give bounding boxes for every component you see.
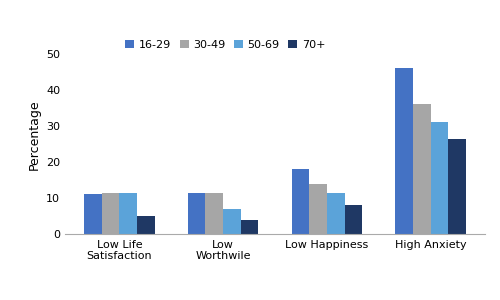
Legend: 16-29, 30-49, 50-69, 70+: 16-29, 30-49, 50-69, 70+ [125, 40, 326, 50]
Bar [396, 68, 413, 234]
Bar [292, 169, 309, 234]
Y-axis label: Percentage: Percentage [28, 100, 40, 170]
Bar [430, 122, 448, 234]
Bar [206, 193, 223, 234]
Bar [84, 194, 102, 234]
Bar [448, 139, 466, 234]
Bar [102, 193, 119, 234]
Bar [344, 205, 362, 234]
Bar [413, 104, 430, 234]
Bar [241, 220, 258, 234]
Bar [120, 193, 137, 234]
Bar [223, 209, 241, 234]
Bar [137, 216, 154, 234]
Bar [309, 184, 327, 234]
Bar [327, 193, 344, 234]
Bar [188, 193, 206, 234]
